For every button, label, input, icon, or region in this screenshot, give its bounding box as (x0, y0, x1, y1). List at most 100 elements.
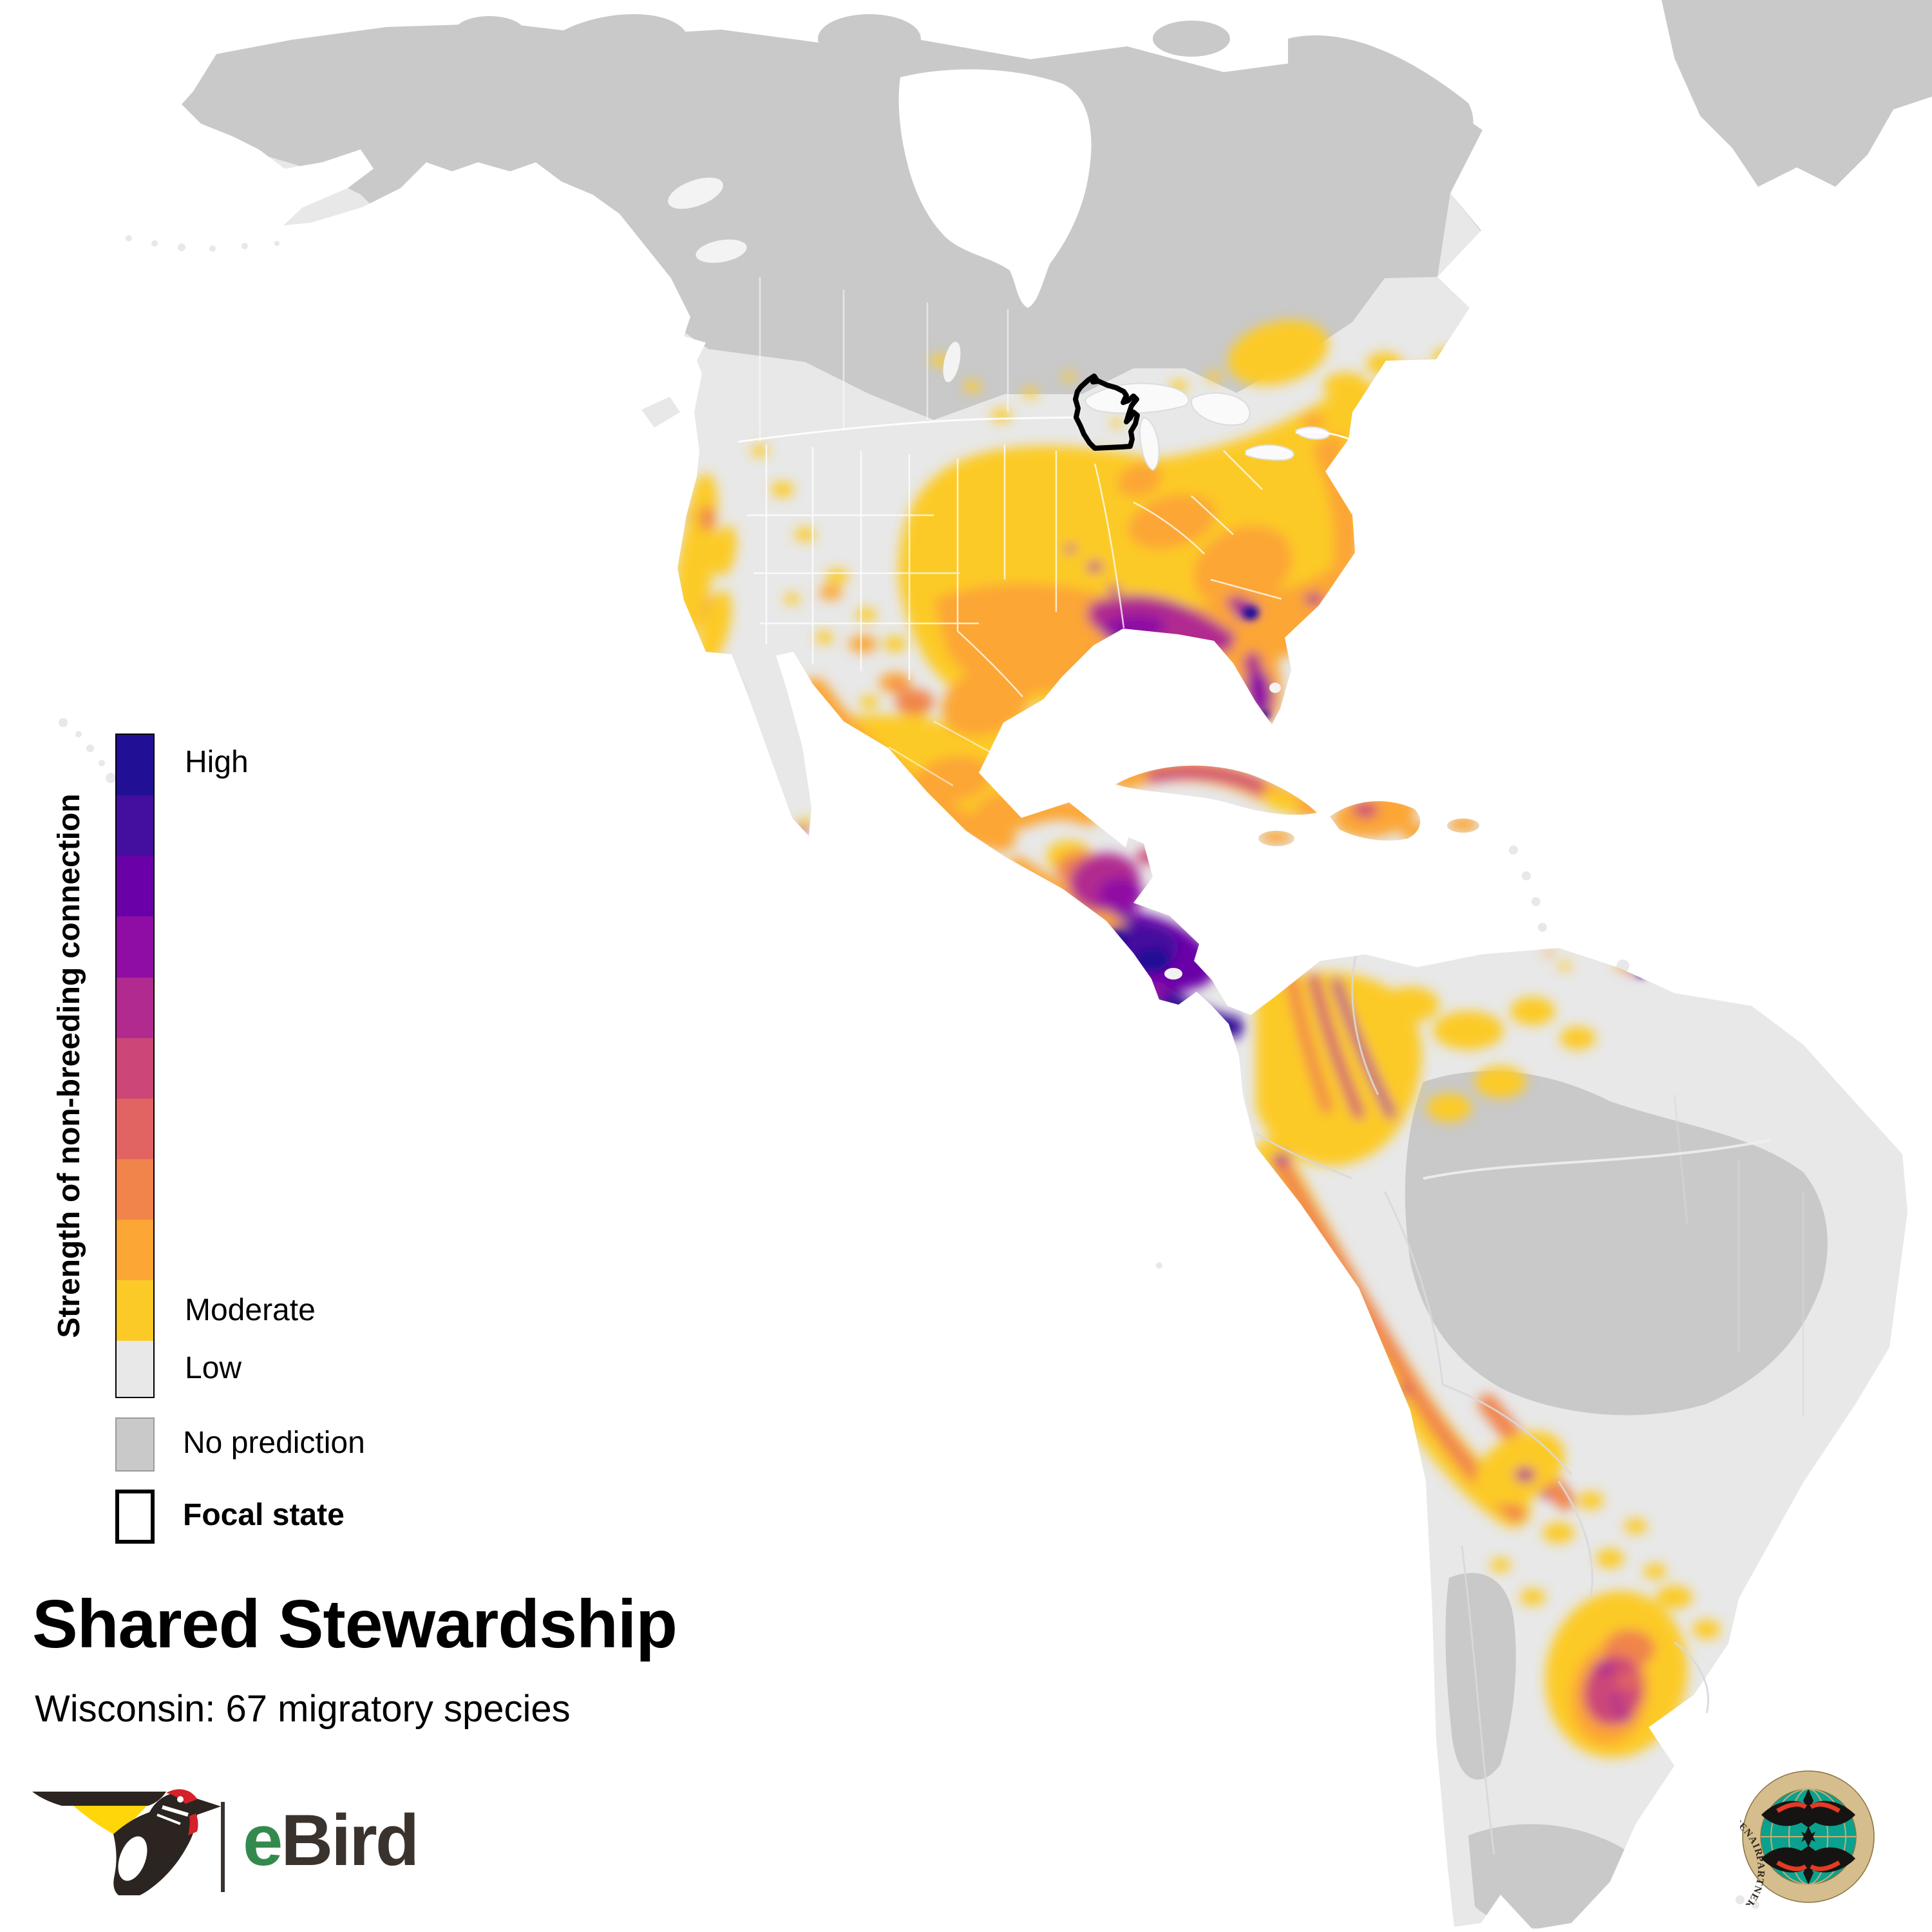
legend-low-segment (117, 1341, 153, 1397)
heat-cell (849, 635, 877, 653)
legend-label-low: Low (185, 1351, 242, 1385)
lake-huron (1191, 392, 1251, 426)
heat-cell (1137, 949, 1169, 970)
bird-wing (32, 1792, 166, 1806)
heat-cell (1146, 765, 1265, 793)
page-title: Shared Stewardship (32, 1586, 677, 1662)
heat-cell (1560, 1027, 1596, 1050)
heat-cell (1206, 372, 1222, 382)
hudson-bay (898, 69, 1092, 308)
legend-colorbar (115, 734, 155, 1398)
heat-cell (1193, 525, 1293, 609)
heat-cell (1263, 790, 1300, 813)
bird-face-stripe (162, 1805, 189, 1817)
heat-cell (895, 689, 934, 715)
heat-cell (697, 590, 732, 666)
no-prediction-regions (182, 0, 1932, 1929)
legend-ramp-segment-6 (117, 1098, 153, 1159)
lake-ontario (1294, 426, 1331, 440)
bird-eye (177, 1796, 184, 1803)
heat-cell (1260, 830, 1293, 844)
heat-cell (1433, 1011, 1504, 1050)
ebird-wordmark-e: e (243, 1800, 283, 1880)
legend-label-high: High (185, 745, 249, 779)
legend-ramp-segment-5 (117, 1037, 153, 1099)
ebird-logo-divider (221, 1802, 225, 1892)
political-borders (737, 277, 1350, 787)
heat-cell (1098, 877, 1143, 913)
lake-erie (1245, 444, 1294, 461)
legend-ramp-segment-8 (117, 1220, 153, 1281)
greenland (1662, 0, 1932, 187)
heat-cell (771, 482, 794, 497)
heat-cell (751, 445, 769, 457)
heat-cell (1087, 562, 1103, 572)
ebird-wordmark: eBird (243, 1795, 419, 1886)
heat-cell (860, 696, 879, 708)
heat-cell (1118, 462, 1162, 497)
heat-cell (964, 381, 981, 392)
heat-cell (1656, 1586, 1692, 1609)
heat-cell (819, 585, 842, 600)
heat-cell (942, 668, 1029, 736)
legend-swatch-no-prediction (115, 1417, 155, 1472)
heat-cell (1593, 1661, 1614, 1675)
heat-cell (1309, 974, 1364, 1119)
legend-label-focal-state: Focal state (183, 1498, 345, 1532)
heat-cell (1558, 961, 1571, 971)
heat-cell (1616, 1672, 1642, 1690)
heat-cell (1226, 596, 1247, 609)
great-bear-lake (696, 239, 747, 263)
heat-cell (795, 527, 815, 542)
heat-cell (1643, 1564, 1667, 1579)
andes-argentina-patch (1445, 1573, 1516, 1780)
heat-cell (891, 681, 906, 691)
heat-cell (1243, 607, 1258, 620)
lake-michigan (1139, 416, 1160, 471)
heat-cell (1111, 419, 1122, 428)
legend-swatch-focal-state (115, 1490, 155, 1544)
heat-cell (712, 525, 737, 576)
legend-ramp-segment-2 (117, 856, 153, 917)
partners-in-flight-logo: PARTNERS IN FLIGHT • COMPAÑEROS EN VUELO… (1740, 1768, 1875, 1905)
legend-axis-label: Strength of non-breeding connection (52, 793, 86, 1338)
heat-cell (1381, 987, 1439, 1023)
lake-winnipeg (943, 341, 961, 383)
heat-cell (1244, 652, 1262, 675)
heat-cell (1610, 1696, 1620, 1704)
bird-face-stripe-2 (156, 1814, 181, 1825)
heat-cell (1426, 1094, 1472, 1122)
heat-cell (815, 631, 833, 644)
heat-cell (1539, 1490, 1552, 1499)
heat-cell (1023, 388, 1038, 398)
legend-ramp-segment-3 (117, 916, 153, 978)
page-subtitle: Wisconsin: 67 migratory species (35, 1688, 571, 1730)
vancouver-island (641, 397, 680, 428)
ebird-wordmark-bird: Bird (281, 1800, 419, 1880)
legend-ramp-segment-9 (117, 1280, 153, 1341)
lake-okeechobee (1269, 683, 1281, 693)
ebird-bird-icon (32, 1789, 221, 1895)
heat-cell (1285, 973, 1332, 1113)
heat-cell (1544, 950, 1554, 956)
heat-cell (1352, 802, 1378, 818)
legend-label-no-prediction: No prediction (183, 1426, 365, 1460)
heat-cell (1614, 1710, 1632, 1723)
heat-cell (1624, 1519, 1647, 1534)
heat-cell (784, 593, 800, 605)
northern-tundra-band (182, 23, 1513, 420)
heat-cell (1128, 494, 1217, 549)
heat-cell (1520, 1589, 1546, 1605)
heat-cell (914, 755, 992, 803)
great-slave-lake (668, 177, 723, 209)
heat-cell (1063, 372, 1075, 381)
heat-cell (1578, 1492, 1604, 1510)
south-america-borders (1255, 956, 1804, 1855)
heat-cell (1273, 1153, 1291, 1165)
heat-cell (1596, 1549, 1624, 1568)
heat-cell (1490, 1558, 1511, 1572)
legend-ramp-segment-7 (117, 1159, 153, 1220)
wisconsin-outline (1073, 374, 1140, 451)
legend-ramp-segment-0 (117, 735, 153, 796)
